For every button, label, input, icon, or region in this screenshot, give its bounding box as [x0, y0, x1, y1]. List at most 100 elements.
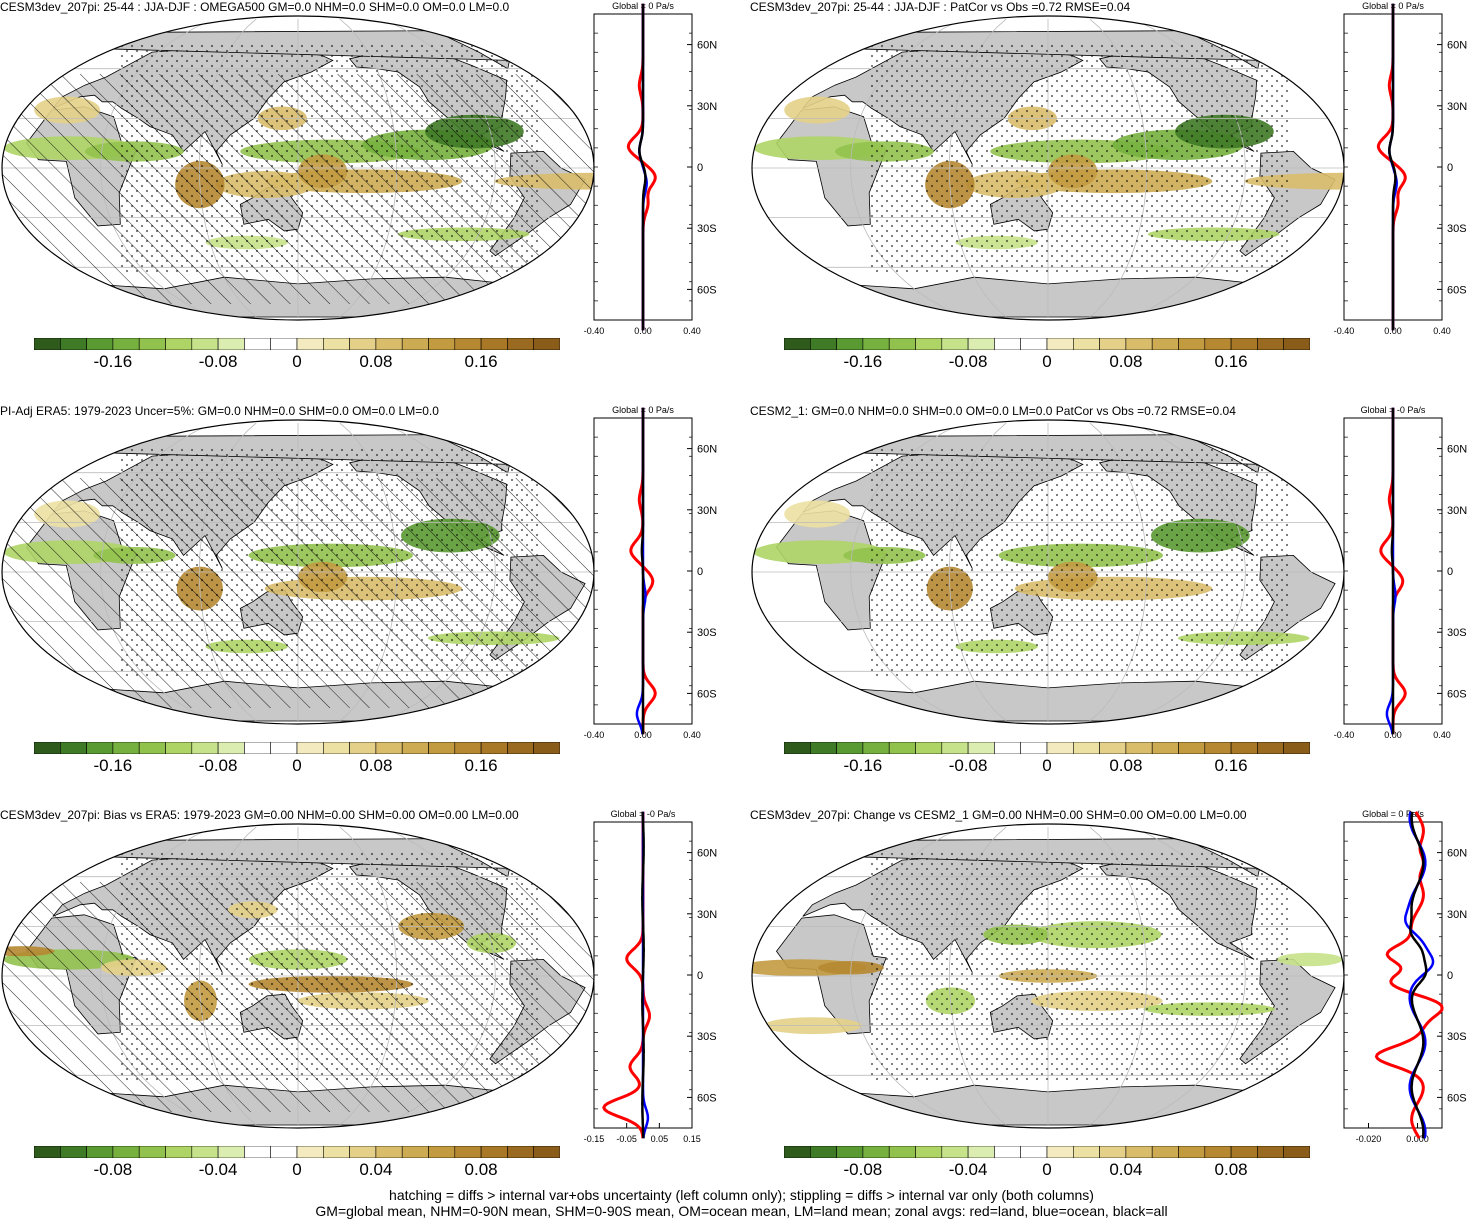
colorbar-swatch: [967, 742, 995, 754]
colorbar-tick-label: 0: [292, 1160, 302, 1179]
colorbar-tick-label: 0.08: [464, 1160, 498, 1179]
colorbar-swatch: [1125, 338, 1153, 350]
colorbar-swatch: [836, 338, 864, 350]
colorbar-tick-label: 0: [292, 756, 302, 775]
colorbar-swatch: [1151, 338, 1179, 350]
zonal-x-tick-label: 0.05: [651, 1134, 669, 1144]
colorbar-tick-label: -0.16: [843, 756, 883, 775]
latitude-label: 30N: [1447, 505, 1467, 517]
panel-title: CESM2_1: GM=0.0 NHM=0.0 SHM=0.0 OM=0.0 L…: [750, 404, 1236, 418]
latitude-label: 30S: [697, 223, 717, 235]
colorbar-labels: -0.08 -0.04 0 0.04 0.08: [784, 1160, 1310, 1180]
colorbar-swatch: [59, 338, 87, 350]
zonal-x-tick-label: -0.05: [616, 1134, 637, 1144]
colorbar-swatch: [1283, 338, 1310, 350]
colorbar-swatch: [165, 1146, 193, 1158]
colorbar-tick-label: 0: [292, 352, 302, 371]
colorbar-swatch: [1178, 742, 1206, 754]
latitude-label: 30S: [697, 627, 717, 639]
latitude-label: 60S: [697, 284, 717, 296]
colorbar: [34, 742, 560, 754]
colorbar-swatch: [296, 742, 324, 754]
map: [751, 15, 1345, 321]
hatching: [2, 74, 594, 304]
colorbar-swatch: [994, 742, 1021, 754]
panel-title: CESM3dev_207pi: Bias vs ERA5: 1979-2023 …: [0, 808, 519, 822]
latitude-label: 30N: [697, 101, 717, 113]
colorbar-tick-label: -0.04: [198, 1160, 238, 1179]
colorbar-swatch: [836, 742, 864, 754]
colorbar-swatch: [862, 742, 890, 754]
colorbar-swatch: [428, 338, 456, 350]
panel-title: CESM3dev_207pi: Change vs CESM2_1 GM=0.0…: [750, 808, 1247, 822]
colorbar-labels: -0.16 -0.08 0 0.08 0.16: [34, 756, 560, 776]
zonal-x-tick-label: 0.00: [1384, 730, 1402, 740]
zonal-x-tick-label: -0.40: [1334, 730, 1355, 740]
zonal-curve-all: [640, 407, 645, 735]
colorbar-swatch: [375, 742, 403, 754]
colorbar-tick-label: 0: [1042, 1160, 1052, 1179]
colorbar-tick-label: -0.08: [948, 352, 988, 371]
latitude-label: 30N: [1447, 101, 1467, 113]
colorbar-swatch: [322, 742, 350, 754]
colorbar-swatch: [1099, 742, 1127, 754]
colorbar-swatch: [1230, 742, 1258, 754]
latitude-label: 30S: [1447, 627, 1467, 639]
zonal-x-tick-label: 0.00: [634, 730, 652, 740]
colorbar-swatch: [1046, 338, 1074, 350]
colorbar-swatch: [533, 742, 560, 754]
stippling: [870, 448, 1290, 678]
colorbar-swatch: [1099, 1146, 1127, 1158]
map: [751, 823, 1345, 1129]
colorbar-tick-label: -0.08: [948, 756, 988, 775]
panel-title: PI-Adj ERA5: 1979-2023 Uncer=5%: GM=0.0 …: [0, 404, 439, 418]
map: [1, 15, 595, 321]
colorbar-swatch: [191, 742, 219, 754]
colorbar-swatch: [1020, 742, 1048, 754]
colorbar-swatch: [454, 338, 482, 350]
colorbar-swatch: [112, 742, 140, 754]
colorbar-swatch: [428, 1146, 456, 1158]
latitude-label: 0: [697, 162, 703, 174]
colorbar-swatch: [994, 1146, 1021, 1158]
colorbar-swatch: [165, 742, 193, 754]
zonal-mean-plot: Global = 0 Pa/s 60N 30N 0 30S 60S -0.020 0.000: [1343, 809, 1467, 1144]
colorbar-swatch: [270, 1146, 298, 1158]
colorbar-tick-label: 0.08: [1214, 1160, 1248, 1179]
colorbar-labels: -0.16 -0.08 0 0.08 0.16: [34, 352, 560, 372]
colorbar-swatch: [270, 338, 298, 350]
zonal-x-tick-label: 0.00: [634, 326, 652, 336]
colorbar-swatch: [296, 1146, 324, 1158]
zonal-x-tick-label: -0.15: [584, 1134, 605, 1144]
field-anomaly: [784, 500, 851, 528]
colorbar-swatch: [322, 1146, 350, 1158]
colorbar-swatch: [1072, 742, 1100, 754]
colorbar-swatch: [809, 1146, 837, 1158]
colorbar-swatch: [784, 338, 811, 350]
colorbar-swatch: [1099, 338, 1127, 350]
colorbar-swatch: [401, 1146, 429, 1158]
zonal-x-tick-label: -0.40: [584, 326, 605, 336]
colorbar-tick-label: -0.16: [93, 756, 133, 775]
colorbar-swatch: [1072, 338, 1100, 350]
latitude-label: 30N: [697, 909, 717, 921]
colorbar-swatch: [507, 338, 534, 350]
latitude-label: 60S: [1447, 1092, 1467, 1104]
zonal-curve-ocean: [1404, 811, 1435, 1139]
colorbar-swatch: [34, 1146, 61, 1158]
colorbar-tick-label: 0.16: [1214, 756, 1248, 775]
zonal-curve-all: [1409, 811, 1428, 1139]
footer-line-1: hatching = diffs > internal var+obs unce…: [389, 1187, 1094, 1203]
zonal-x-tick-label: 0.40: [683, 730, 701, 740]
zonal-x-tick-label: -0.020: [1356, 1134, 1382, 1144]
colorbar-tick-label: -0.08: [198, 352, 238, 371]
colorbar-swatch: [349, 338, 377, 350]
map: [1, 823, 595, 1129]
colorbar-swatch: [915, 338, 943, 350]
colorbar-swatch: [244, 1146, 271, 1158]
latitude-label: 60N: [697, 444, 717, 456]
latitude-label: 0: [1447, 970, 1453, 982]
colorbar-swatch: [191, 338, 219, 350]
